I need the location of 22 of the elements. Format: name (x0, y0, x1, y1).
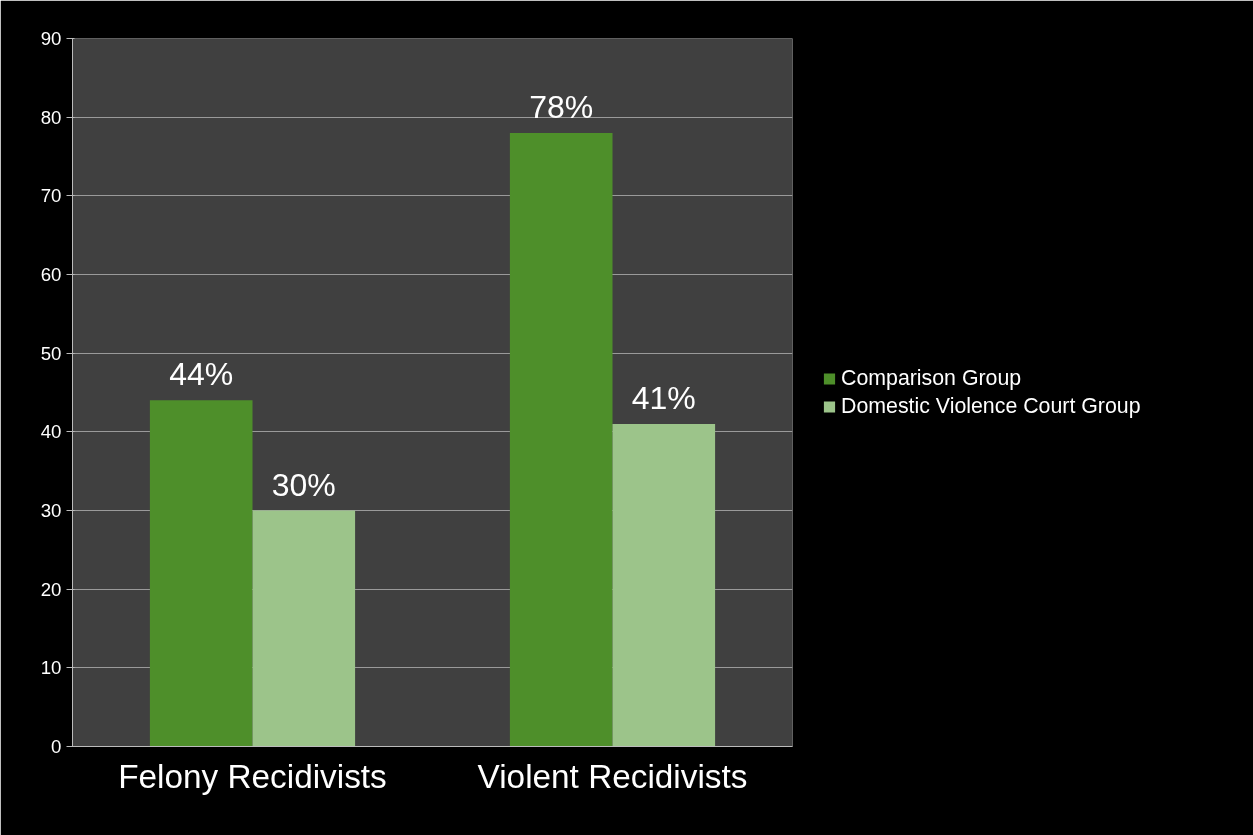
y-tick-label: 70 (40, 185, 62, 207)
data-label: 41% (631, 379, 696, 416)
y-tick-label: 50 (40, 342, 62, 364)
bar (252, 510, 356, 747)
data-label: 44% (169, 356, 234, 393)
y-tick-label: 60 (40, 264, 62, 285)
bar (149, 400, 253, 747)
y-tick-label: 30 (40, 500, 62, 521)
x-tick-label: Violent Recidivists (477, 757, 748, 795)
bar (612, 423, 716, 747)
data-label: 30% (271, 466, 336, 503)
y-tick-label: 80 (40, 106, 62, 128)
y-tick-label: 0 (51, 736, 62, 757)
data-label: 78% (529, 88, 594, 125)
y-tick-label: 90 (40, 28, 62, 49)
legend-label: Domestic Violence Court Group (841, 393, 1141, 419)
legend-label: Comparison Group (841, 365, 1022, 391)
y-tick-label: 20 (40, 578, 62, 600)
y-tick-label: 40 (40, 421, 62, 443)
x-tick-label: Felony Recidivists (118, 757, 387, 795)
y-tick-label: 10 (40, 657, 62, 679)
bar (509, 132, 613, 747)
